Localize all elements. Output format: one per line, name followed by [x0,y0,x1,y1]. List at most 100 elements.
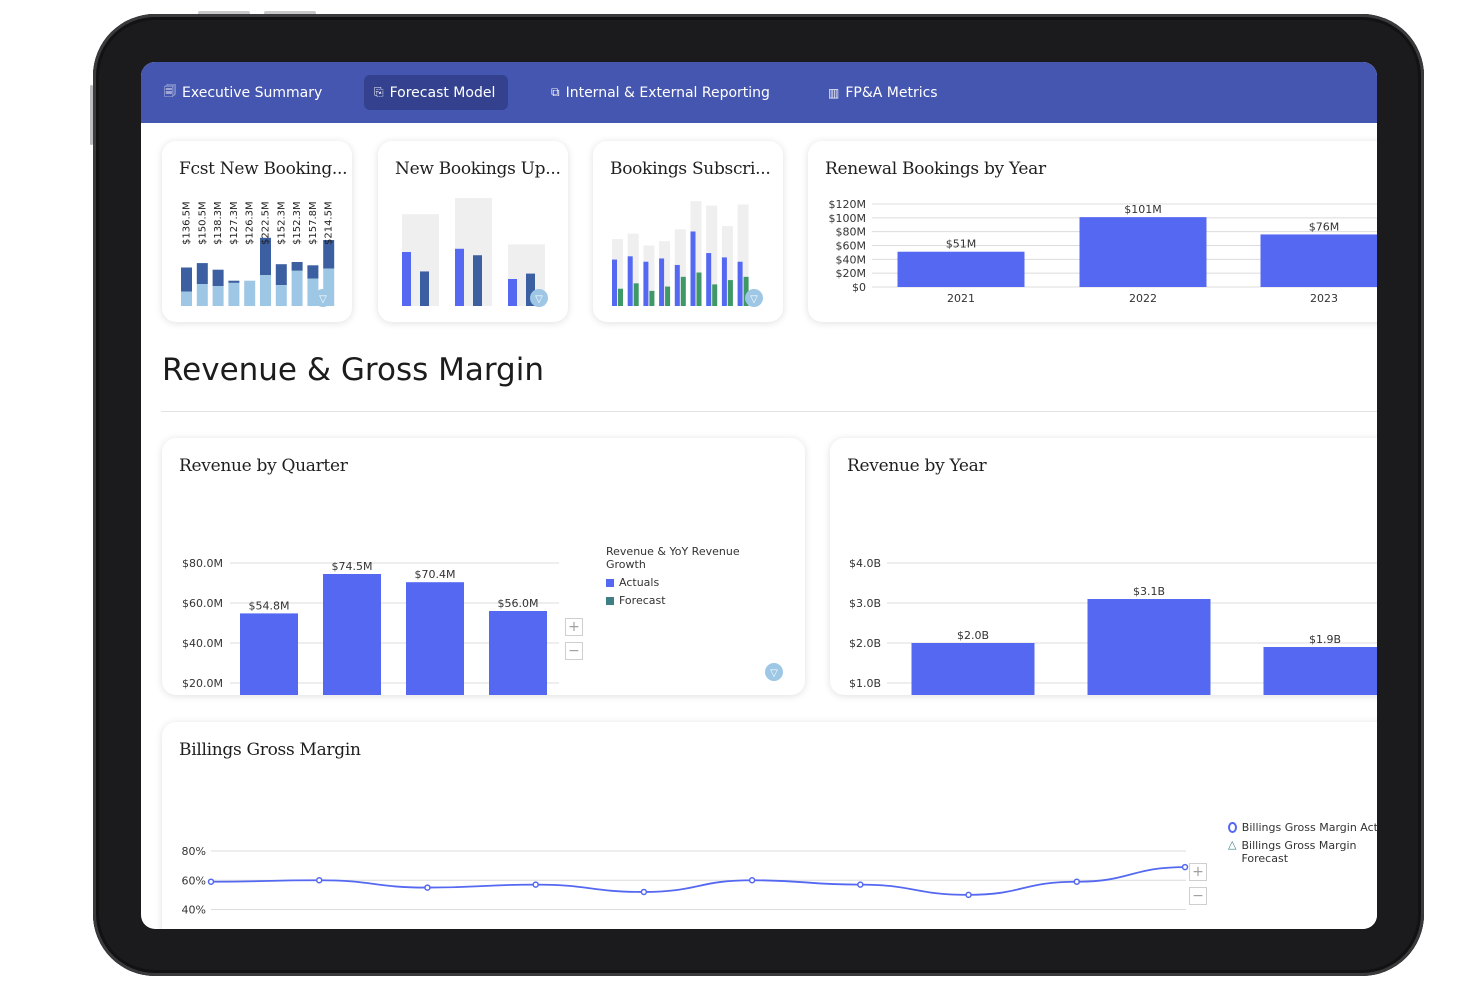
card-title: Renewal Bookings by Year [825,159,1046,179]
bar [1260,234,1377,287]
data-label: $150.5M [197,201,208,245]
filter-icon[interactable] [530,289,548,307]
data-label: $222.5M [261,201,272,245]
value-label: $76M [1309,220,1340,233]
bar-primary [659,258,665,306]
tab-executive-summary[interactable]: 🗐 Executive Summary [154,75,332,110]
zoom-in-button[interactable]: + [1189,863,1207,881]
y-tick-label: $3.0B [849,597,881,610]
y-tick-label: 40% [182,904,206,917]
top-button-right [264,11,316,15]
y-tick-label: $60.0M [182,597,223,610]
data-label: $152.3M [276,201,287,245]
bar-lower [260,275,271,306]
bar-lower [228,282,240,306]
background-bar [659,241,671,306]
revenue-quarter-chart: $0.0$20.0M$40.0M$60.0M$80.0M$54.8M2021-Q… [182,557,783,695]
bar-upper [212,269,224,287]
revenue-legend: Revenue & YoY Revenue Growth Actuals For… [606,545,746,607]
y-tick-label: $0 [852,281,866,294]
data-label: $157.8M [308,201,319,245]
value-label: $54.8M [249,599,290,612]
legend-item-forecast[interactable]: Forecast [606,594,746,607]
y-tick-label: $40M [836,253,867,266]
bar-primary [612,259,617,306]
background-bar [627,233,639,306]
value-label: $1.9B [1309,633,1341,646]
tab-label: Internal & External Reporting [565,84,770,101]
value-label: $2.0B [957,629,989,642]
bar-forecast [526,273,535,306]
bar-secondary [618,288,623,306]
bar [489,611,547,695]
section-divider [161,411,1377,412]
tab-forecast-model[interactable]: ⎘ Forecast Model [364,75,508,110]
y-tick-label: $20.0M [182,677,223,690]
bar-upper [275,264,287,286]
section-title: Revenue & Gross Margin [162,352,544,388]
tab-internal-external-reporting[interactable]: ⧉ Internal & External Reporting [541,75,780,110]
new-bookings-card[interactable]: New Bookings Up... ▽ [378,141,568,322]
y-tick-label: $2.0B [849,637,881,650]
renewal-bookings-card[interactable]: Renewal Bookings by Year $0 $20M $40M $60M $… [808,141,1377,322]
bar-lower [196,284,208,306]
filter-icon[interactable] [765,663,783,681]
bar-lower [323,268,335,306]
side-button [90,85,93,145]
bar-lower [244,280,256,306]
background-bar [690,201,702,306]
dashboard-screen: 🗐 Executive Summary ⎘ Forecast Model ⧉ I… [141,62,1377,929]
data-point [965,891,972,899]
data-point [532,881,539,888]
y-tick-label: $120M [829,198,867,211]
x-tick-label: 2021 [947,292,975,305]
bar-upper [181,267,192,292]
y-tick-label: 60% [182,874,206,887]
background-bar [737,204,749,306]
filter-icon-glyph: ▽ [770,668,778,679]
subscription-chart: ▽ [612,201,763,307]
zoom-out-button[interactable]: − [565,642,583,660]
background-bar [643,245,655,306]
value-label: $101M [1124,203,1162,216]
value-label: $3.1B [1133,585,1165,598]
triangle-icon: △ [1228,838,1237,851]
bar-forecast [420,271,429,306]
filter-icon[interactable] [745,289,763,307]
bar-chart-icon: ▥ [828,85,840,100]
top-nav-bar: 🗐 Executive Summary ⎘ Forecast Model ⧉ I… [141,62,1377,123]
bar-forecast [473,255,482,306]
bar [323,574,381,695]
bar-primary [721,257,727,306]
bar [1263,647,1377,695]
data-point [315,877,323,884]
billings-gross-margin-card[interactable]: Billings Gross Margin 0%20%40%60%80%2021… [162,722,1377,929]
legend-item-actuals[interactable]: Billings Gross Margin Act [1228,821,1377,834]
card-title: Fcst New Booking... [179,159,348,179]
legend-label: Actuals [619,576,660,589]
zoom-in-button[interactable]: + [565,618,583,636]
bar-lower [275,285,287,306]
legend-label: Billings Gross Margin Act [1241,821,1377,834]
fcst-new-bookings-card[interactable]: Fcst New Booking... $136.5M $150.5M $138.3… [162,141,352,322]
filter-icon[interactable] [314,289,332,307]
card-title: New Bookings Up... [395,159,561,179]
tab-fpa-metrics[interactable]: ▥ FP&A Metrics [818,75,948,110]
revenue-by-quarter-card[interactable]: Revenue by Quarter $0.0$20.0M$40.0M$60.0… [162,438,805,695]
bar [911,643,1035,695]
zoom-out-button[interactable]: − [1189,887,1207,905]
tab-label: Forecast Model [389,84,496,101]
data-label: $152.3M [292,201,303,245]
y-tick-label: $80M [836,226,867,239]
card-title: Billings Gross Margin [179,740,361,760]
bar-upper [323,240,335,269]
legend-item-actuals[interactable]: Actuals [606,576,746,589]
revenue-by-year-card[interactable]: Revenue by Year $0.0B$1.0B$2.0B$3.0B$4.0… [830,438,1377,695]
bar-primary [627,256,633,306]
filter-icon-glyph: ▽ [535,294,543,305]
bar-lower [212,286,224,306]
bookings-subscription-card[interactable]: Bookings Subscri... ▽ [593,141,783,322]
bar-secondary [712,284,718,306]
filter-icon-glyph: ▽ [319,294,327,305]
legend-item-forecast[interactable]: △ Billings Gross Margin Forecast [1228,839,1377,865]
